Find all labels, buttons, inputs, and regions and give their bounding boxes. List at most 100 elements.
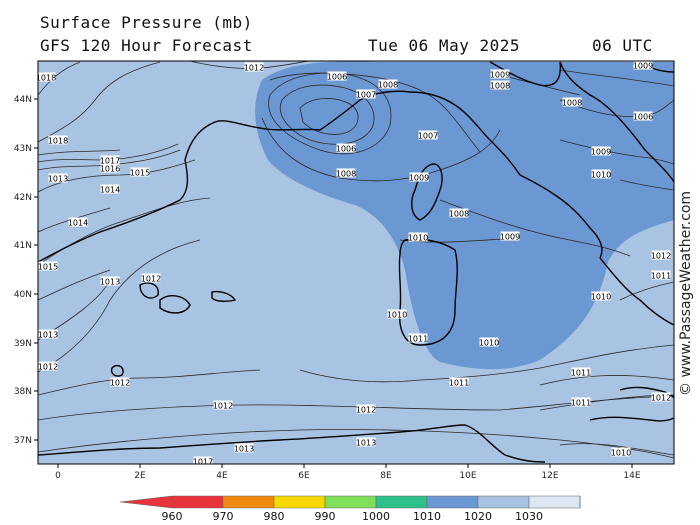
- isobar-label: 1006: [336, 145, 356, 154]
- isobar-label-bg: [100, 184, 120, 194]
- isobar-label: 1011: [408, 335, 428, 344]
- isobar-label: 1010: [591, 293, 611, 302]
- lon-label: 4E: [216, 471, 228, 481]
- isobar-label-bg: [562, 97, 582, 107]
- forecast-time: 06 UTC: [592, 36, 653, 55]
- isobar-label: 1014: [100, 186, 120, 195]
- isobar-label: 1018: [36, 74, 56, 83]
- isobar-label: 1013: [356, 439, 376, 448]
- isobar-label-bg: [100, 155, 120, 165]
- colorbar-min-arrow: [119, 495, 173, 509]
- colorbar-swatch: [528, 495, 581, 509]
- map-field: 1018101210061007100810091008100910081006…: [36, 61, 674, 467]
- isobar-label-bg: [651, 250, 671, 260]
- isobar-label: 1015: [130, 169, 150, 178]
- isobar-label: 1006: [327, 73, 347, 82]
- colorbar-label: 980: [264, 510, 285, 523]
- colorbar-swatch: [171, 495, 224, 509]
- isobar-label: 1013: [100, 278, 120, 287]
- site-credit-text: © www.PassageWeather.com: [678, 191, 694, 396]
- lat-label: 38N: [14, 387, 32, 397]
- isobar-label: 1009: [409, 174, 429, 183]
- isobar-label-bg: [500, 231, 520, 241]
- isobar-label-bg: [38, 72, 56, 82]
- isobar-label-bg: [591, 291, 611, 301]
- isobar-label-bg: [356, 89, 376, 99]
- isobar-label: 1013: [48, 175, 68, 184]
- isobar-label: 1010: [479, 339, 499, 348]
- isobar-label: 1011: [571, 399, 591, 408]
- isobar-label-bg: [234, 443, 254, 453]
- lon-label: 2E: [134, 471, 146, 481]
- lat-label: 43N: [14, 144, 32, 154]
- isobar-label: 1009: [591, 148, 611, 157]
- lat-label: 40N: [14, 290, 32, 300]
- isobar-label-bg: [591, 169, 611, 179]
- colorbar-label: 970: [213, 510, 234, 523]
- isobar-label-bg: [100, 276, 120, 286]
- colorbar-swatch: [477, 495, 530, 509]
- isobar-label: 1012: [356, 406, 376, 415]
- isobar-label-bg: [38, 329, 58, 339]
- isobar-label-bg: [356, 437, 376, 447]
- isobar-label-bg: [490, 69, 510, 79]
- isobar-label: 1008: [490, 82, 510, 91]
- isobar-label: 1011: [449, 379, 469, 388]
- isobar-label: 1012: [38, 363, 58, 372]
- isobar-label-bg: [100, 163, 120, 173]
- isobar-label-bg: [378, 79, 398, 89]
- isobar-label-bg: [213, 400, 233, 410]
- isobar-label-bg: [68, 217, 88, 227]
- isobar-label-bg: [387, 309, 407, 319]
- isobar-label-bg: [449, 377, 469, 387]
- lat-label: 41N: [14, 241, 32, 251]
- isobar-label-bg: [130, 167, 150, 177]
- colorbar-swatch: [324, 495, 377, 509]
- colorbar-label: 1030: [515, 510, 543, 523]
- colorbar-swatch: [273, 495, 326, 509]
- isobar-label: 1008: [562, 99, 582, 108]
- longitude-axis: 0 2E 4E 6E 8E 10E 12E 14E: [55, 464, 641, 481]
- isobar-label: 1015: [38, 263, 58, 272]
- isobar-label: 1013: [38, 331, 58, 340]
- forecast-date: Tue 06 May 2025: [368, 36, 520, 55]
- coastlines: [38, 61, 674, 463]
- isobar-label-bg: [48, 135, 68, 145]
- isobar-label: 1011: [651, 272, 671, 281]
- isobar-label: 1008: [449, 210, 469, 219]
- isobar-label-bg: [356, 404, 376, 414]
- lat-label: 37N: [14, 436, 32, 446]
- isobar-label: 1018: [48, 137, 68, 146]
- isobar-label: 1011: [571, 369, 591, 378]
- isobar-label: 1017: [100, 157, 120, 166]
- isobar-label-bg: [651, 270, 671, 280]
- isobar-label-bg: [611, 447, 631, 457]
- isobar-label-bg: [244, 62, 264, 72]
- isobar-label: 1010: [611, 449, 631, 458]
- isobar-label-bg: [110, 377, 130, 387]
- isobar-label-bg: [449, 208, 469, 218]
- isobar-label: 1010: [408, 234, 428, 243]
- map-title: Surface Pressure (mb): [40, 13, 253, 32]
- lon-label: 6E: [298, 471, 310, 481]
- isobar-label: 1010: [591, 171, 611, 180]
- lon-label: 14E: [623, 471, 640, 481]
- pressure-colorbar: 960 970 980 990 1000 1010 1020 1030: [119, 495, 581, 523]
- isobar-label: 1017: [193, 458, 213, 467]
- isobar-label-bg: [571, 367, 591, 377]
- colorbar-label: 1000: [362, 510, 390, 523]
- isobar-label: 1008: [378, 81, 398, 90]
- isobar-label-bg: [571, 397, 591, 407]
- isobar-label: 1014: [68, 219, 88, 228]
- lat-label: 42N: [14, 193, 32, 203]
- colorbar-swatch: [426, 495, 479, 509]
- isobar-label-bg: [409, 172, 429, 182]
- isobar-label-bg: [490, 80, 510, 90]
- isobar-label: 1009: [490, 71, 510, 80]
- colorbar-label: 1020: [464, 510, 492, 523]
- lon-label: 0: [55, 471, 61, 481]
- colorbar-label: 990: [315, 510, 336, 523]
- isobar-label: 1010: [387, 311, 407, 320]
- isobar-label-bg: [418, 130, 438, 140]
